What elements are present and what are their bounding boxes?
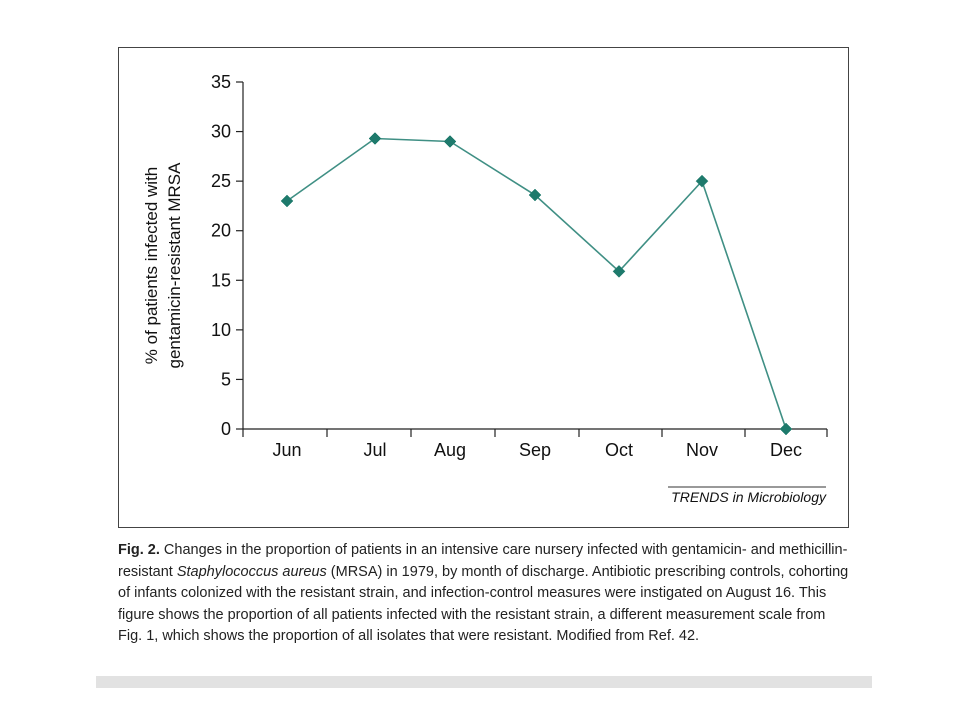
caption-species: Staphylococcus aureus	[176, 563, 327, 580]
caption-label: Fig. 2.	[118, 542, 160, 558]
data-point	[280, 194, 294, 208]
x-axis-ticks: Jun Jul Aug Sep Oct Nov Dec	[242, 429, 828, 460]
y-tick-label: 10	[211, 320, 231, 340]
data-point	[612, 265, 626, 278]
bottom-bar	[96, 676, 872, 688]
x-tick-label: Oct	[605, 440, 633, 460]
y-axis-title-line-1: % of patients infected with	[142, 167, 161, 365]
x-tick-label: Nov	[686, 440, 718, 460]
data-point	[443, 135, 457, 148]
y-axis-title-line-2: gentamicin-resistant MRSA	[165, 162, 184, 369]
data-point	[528, 188, 542, 202]
x-tick-label: Jul	[363, 440, 386, 460]
x-tick-label: Aug	[434, 440, 466, 460]
line-chart: 0 5 10 15 20 25 30 35 Jun Jul Aug Sep Oct Nov Dec % o…	[142, 72, 828, 505]
x-tick-label: Dec	[770, 440, 802, 460]
x-tick-label: Jun	[272, 440, 301, 460]
series-line	[286, 137, 787, 430]
y-tick-label: 30	[211, 122, 231, 142]
data-point	[779, 422, 793, 436]
figure-frame: 0 5 10 15 20 25 30 35 Jun Jul Aug Sep Oct Nov Dec % o…	[118, 47, 849, 528]
y-tick-label: 15	[211, 270, 231, 290]
y-tick-label: 25	[211, 171, 231, 191]
caption-text-2: (MRSA) in 1979, by month of discharge. A…	[118, 563, 849, 645]
source-label: TRENDS in Microbiology	[671, 489, 827, 505]
y-tick-label: 20	[211, 221, 231, 241]
x-tick-label: Sep	[519, 440, 551, 460]
y-tick-label: 0	[221, 419, 231, 439]
y-tick-label: 35	[211, 72, 231, 92]
series-group	[280, 132, 793, 436]
caption-text-1: Changes in the proportion of patients in…	[118, 542, 848, 580]
y-axis-ticks: 0 5 10 15 20 25 30 35	[211, 72, 243, 439]
figure-caption: Fig. 2. Changes in the proportion of pat…	[118, 540, 853, 648]
axes	[242, 82, 827, 430]
data-point	[368, 132, 382, 145]
data-point	[695, 174, 709, 188]
y-tick-label: 5	[221, 369, 231, 389]
